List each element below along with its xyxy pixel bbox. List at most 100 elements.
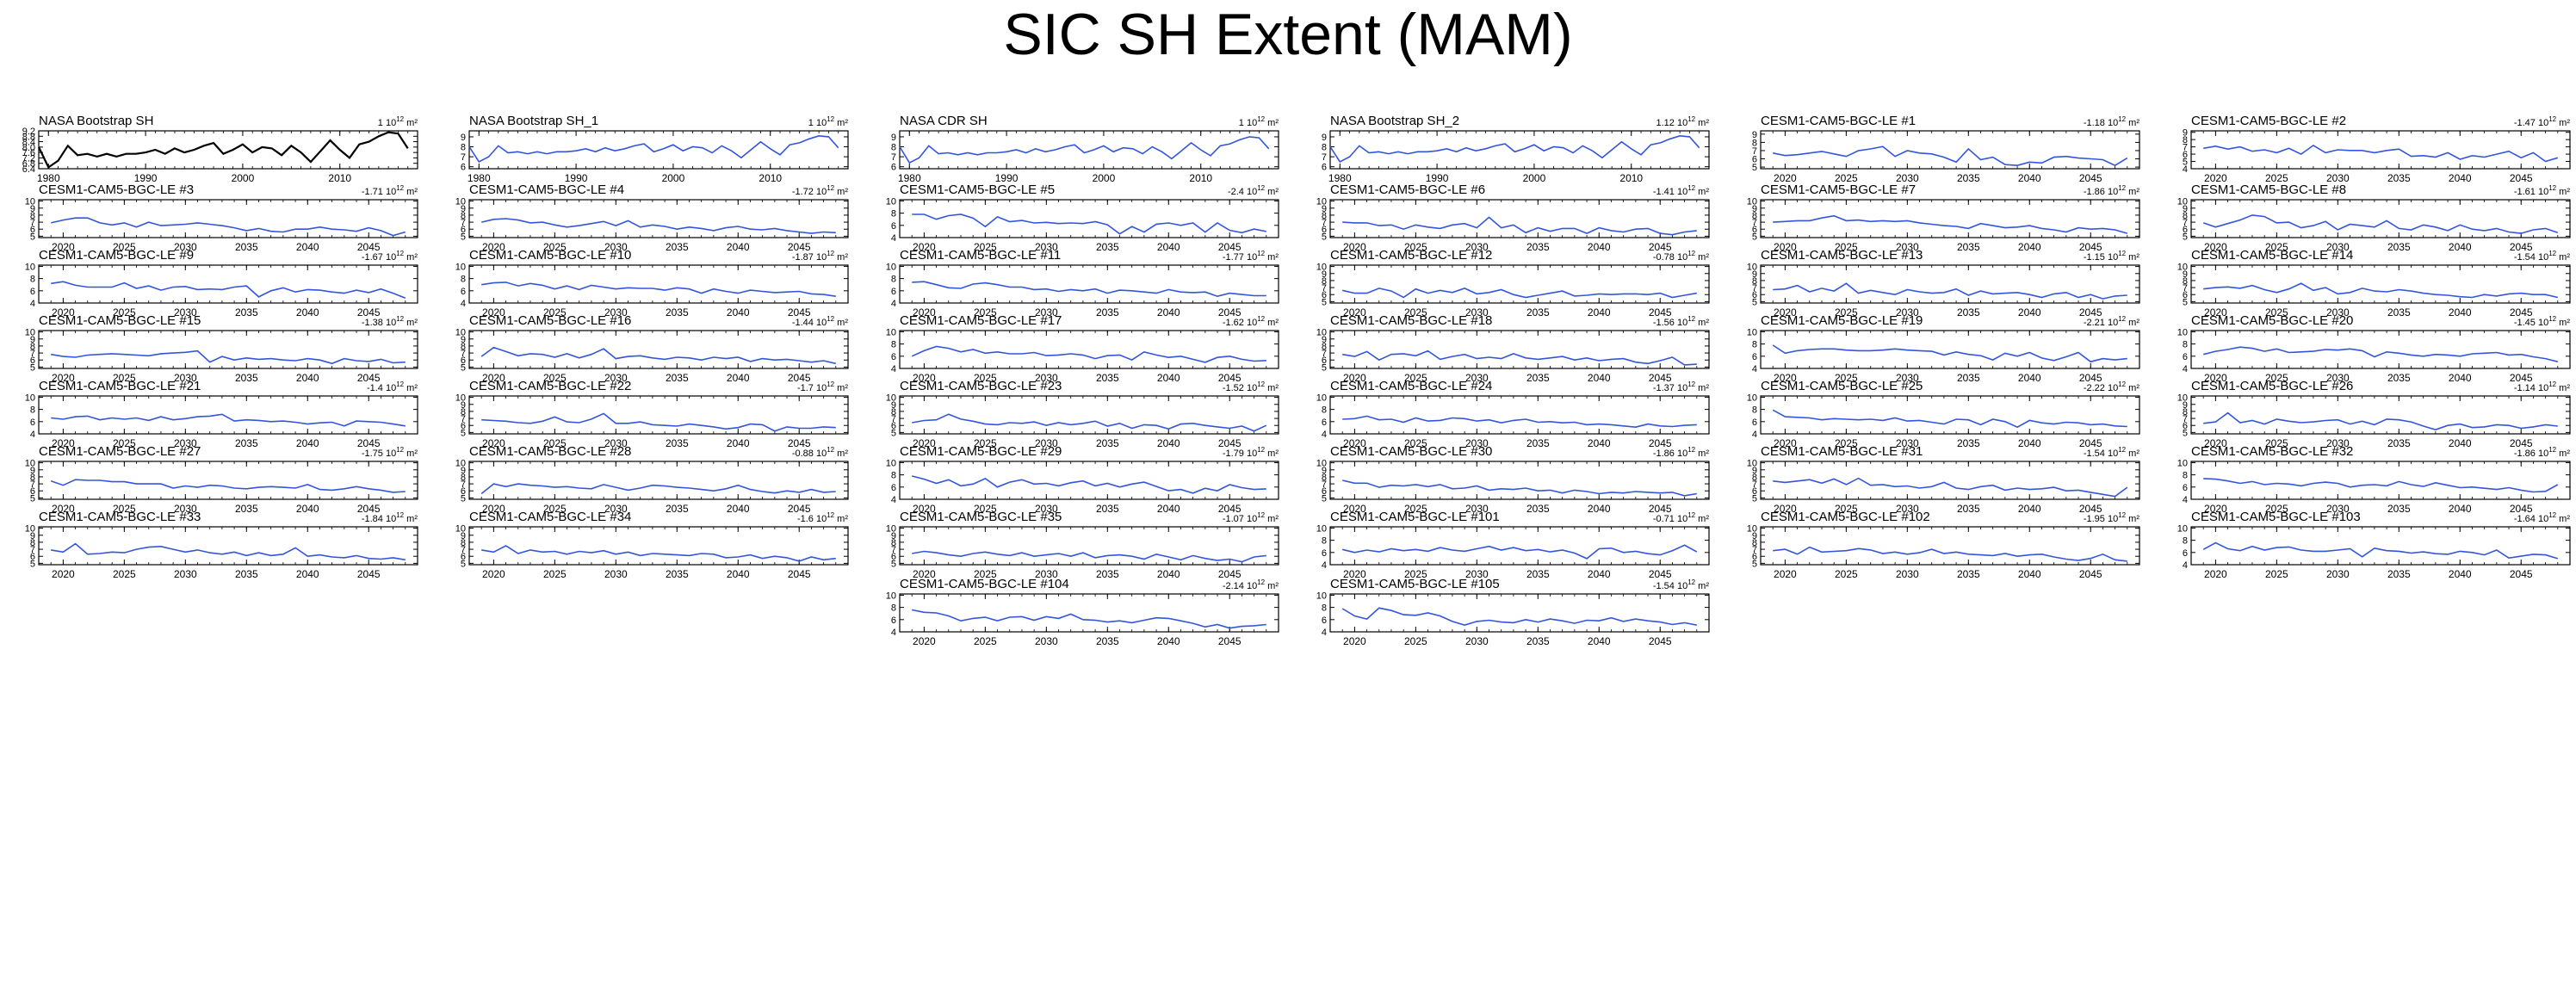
x-tick-label: 2025 — [1835, 372, 1858, 384]
y-tick-label: 5 — [30, 362, 35, 373]
y-tick-label: 6 — [30, 287, 35, 297]
x-tick-label: 2045 — [2079, 241, 2102, 253]
y-tick-label: 10 — [1316, 523, 1327, 534]
x-tick-label: 2035 — [1526, 306, 1550, 319]
y-tick-label: 6 — [2183, 290, 2188, 300]
y-tick-label: 5 — [461, 493, 466, 504]
panel-title: CESM1-CAM5-BGC-LE #13 — [1761, 248, 1923, 263]
panel-title: NASA Bootstrap SH_1 — [469, 114, 598, 128]
trend-label: 1 1012 m² — [1239, 115, 1279, 128]
y-tick-label: 10 — [1747, 197, 1757, 207]
series-line — [912, 413, 1267, 432]
y-tick-label: 9 — [461, 531, 466, 541]
y-tick-label: 9 — [461, 204, 466, 214]
panel-29: CESM1-CAM5-BGC-LE #25 -2.22 1012 m² 4 6 8 10 2… — [1747, 379, 2140, 449]
x-tick-label: 2025 — [974, 568, 997, 580]
y-tick-label: 5 — [1322, 232, 1327, 242]
panel-35: CESM1-CAM5-BGC-LE #31 -1.54 1012 m² 567891… — [1747, 444, 2140, 515]
x-tick-label: 2035 — [1096, 635, 1119, 647]
x-tick-label: 2030 — [1896, 172, 1919, 184]
x-tick-label: 2025 — [113, 503, 136, 515]
plot-frame — [468, 395, 849, 435]
x-tick-label: 2045 — [2510, 372, 2533, 384]
x-tick-label: 2020 — [1343, 306, 1366, 319]
x-tick-label: 2020 — [1343, 437, 1366, 449]
x-tick-label: 2035 — [1096, 306, 1119, 319]
panel-title: CESM1-CAM5-BGC-LE #25 — [1761, 379, 1923, 393]
x-tick-label: 2040 — [296, 568, 319, 580]
x-tick-label: 2025 — [1404, 503, 1427, 515]
y-tick-label: 5 — [1752, 163, 1757, 173]
y-tick-label: 10 — [25, 262, 35, 272]
x-tick-label: 2020 — [482, 437, 505, 449]
panel-21: CESM1-CAM5-BGC-LE #17 -1.62 1012 m² 4 6 8 10 2… — [886, 313, 1279, 384]
x-tick-label: 2035 — [1957, 503, 1980, 515]
x-tick-label: 2040 — [2449, 172, 2472, 184]
x-tick-label: 1990 — [1426, 172, 1449, 184]
trend-label: -1.54 1012 m² — [2514, 250, 2571, 263]
y-tick-label: 10 — [1316, 393, 1327, 403]
plot-frame — [899, 264, 1279, 304]
y-tick-label: 8 — [461, 143, 466, 153]
y-tick-label: 5 — [1322, 493, 1327, 504]
plot-frame — [1760, 264, 2140, 304]
x-tick-label: 2025 — [974, 437, 997, 449]
x-tick-label: 2035 — [1526, 635, 1550, 647]
y-tick-label: 6 — [1752, 418, 1757, 428]
x-tick-label: 2025 — [1404, 568, 1427, 580]
x-tick-label: 1980 — [898, 172, 921, 184]
x-tick-label: 2035 — [1957, 568, 1980, 580]
x-tick-label: 2030 — [174, 437, 197, 449]
trend-label: -1.84 1012 m² — [362, 511, 418, 524]
panel-33: CESM1-CAM5-BGC-LE #29 -1.79 1012 m² 4 6 8 10 2… — [886, 444, 1279, 515]
panel-15: CESM1-CAM5-BGC-LE #11 -1.77 1012 m² 4 6 8 10 2… — [886, 248, 1279, 319]
series-line — [51, 349, 406, 365]
plot-frame — [1329, 526, 1710, 566]
x-tick-label: 2025 — [1835, 172, 1858, 184]
plot-frame — [468, 264, 849, 304]
y-tick-label: 6 — [30, 552, 35, 562]
plot-frame — [1760, 461, 2140, 500]
y-tick-label: 4 — [30, 430, 35, 440]
x-tick-label: 2035 — [1096, 503, 1119, 515]
y-tick-label: 10 — [2177, 197, 2188, 207]
y-tick-label: 4 — [1322, 560, 1327, 571]
y-tick-label: 9 — [461, 400, 466, 411]
y-tick-label: 6 — [1752, 552, 1757, 562]
plot-frame — [38, 526, 418, 566]
x-tick-label: 2025 — [113, 568, 136, 580]
x-tick-label: 2030 — [1465, 306, 1489, 319]
x-tick-label: 2035 — [235, 306, 258, 319]
y-tick-label: 7.2 — [22, 153, 35, 164]
x-tick-label: 2020 — [482, 241, 505, 253]
y-tick-label: 9 — [461, 133, 466, 143]
x-tick-label: 2035 — [2387, 306, 2411, 319]
y-tick-label: 8 — [891, 340, 896, 350]
trend-label: -1.4 1012 m² — [367, 380, 418, 393]
x-tick-label: 2040 — [1157, 306, 1180, 319]
panel-20: CESM1-CAM5-BGC-LE #16 -1.44 1012 m² 567891… — [455, 313, 849, 384]
y-tick-label: 8 — [2183, 407, 2188, 418]
x-tick-label: 2040 — [1157, 372, 1180, 384]
x-tick-label: 2040 — [727, 437, 750, 449]
y-tick-label: 4 — [2183, 560, 2188, 571]
x-tick-label: 2035 — [666, 503, 689, 515]
x-tick-label: 2045 — [1649, 635, 1672, 647]
x-tick-label: 2040 — [1588, 372, 1611, 384]
x-tick-label: 2035 — [666, 568, 689, 580]
x-tick-label: 2030 — [604, 503, 628, 515]
trend-label: -2.21 1012 m² — [2084, 315, 2140, 328]
x-tick-label: 2040 — [727, 241, 750, 253]
trend-label: -0.88 1012 m² — [792, 446, 849, 459]
trend-label: -1.61 1012 m² — [2514, 184, 2571, 197]
x-tick-label: 2045 — [1218, 306, 1242, 319]
trend-label: -0.71 1012 m² — [1653, 511, 1710, 524]
y-tick-label: 9 — [1752, 269, 1757, 280]
y-tick-label: 7 — [891, 545, 896, 555]
x-tick-label: 2020 — [2204, 503, 2227, 515]
x-tick-label: 2025 — [543, 306, 567, 319]
y-tick-label: 6 — [1752, 225, 1757, 235]
x-tick-label: 2045 — [788, 306, 811, 319]
y-tick-label: 10 — [25, 524, 35, 535]
